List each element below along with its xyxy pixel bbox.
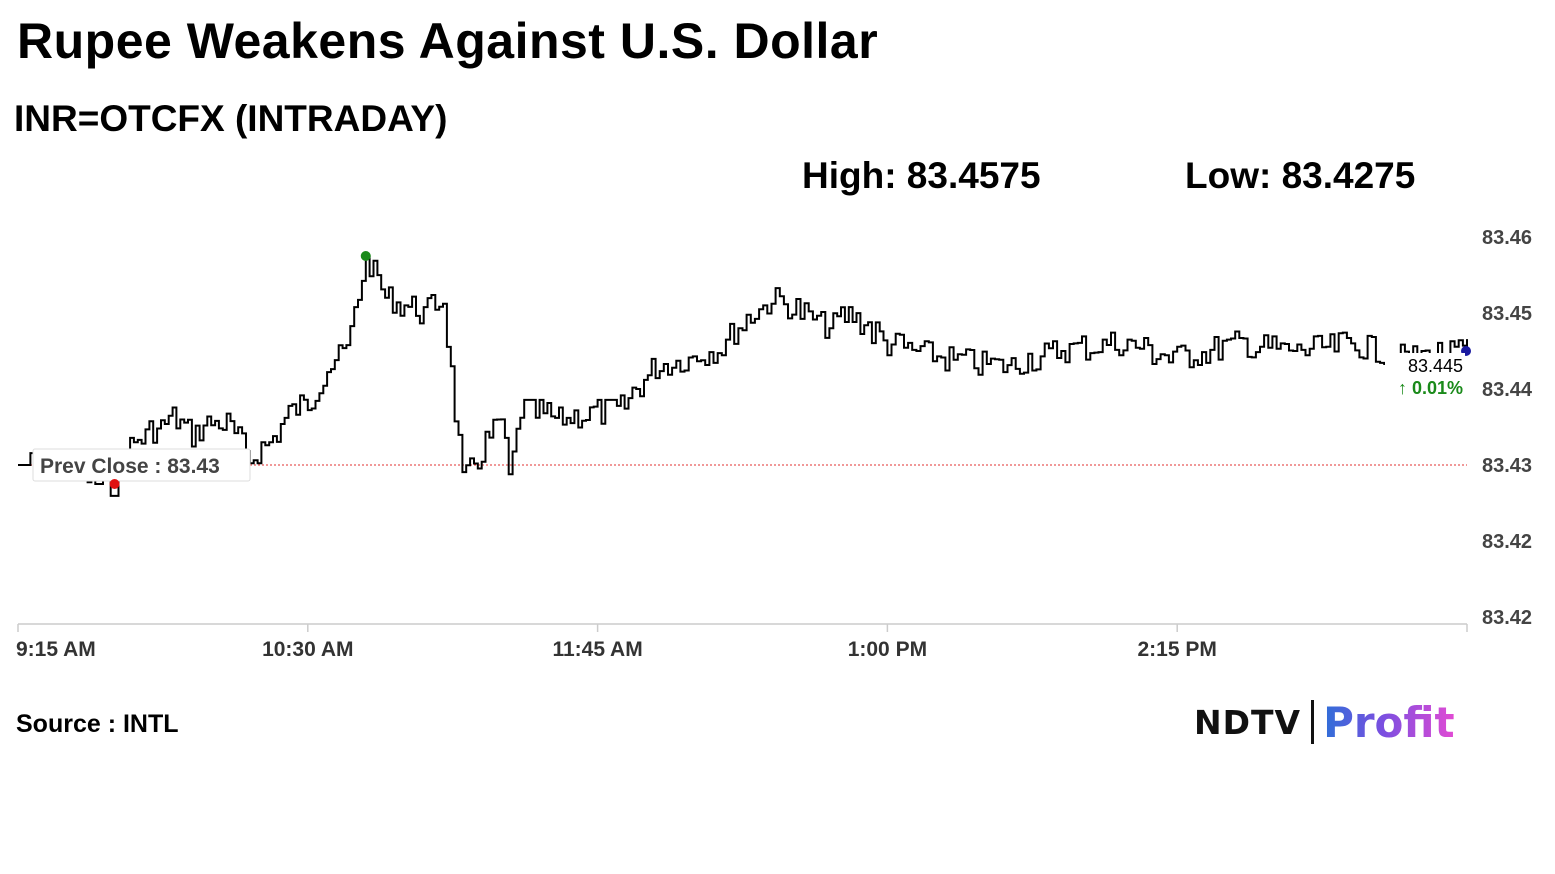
y-axis-ticks: 83.46 83.45 83.44 83.43 83.42 83.42	[1482, 227, 1533, 629]
logo-divider	[1311, 700, 1315, 744]
x-axis-ticks: 9:15 AM 10:30 AM 11:45 AM 1:00 PM 2:15 PM	[16, 624, 1468, 661]
chart-title: Rupee Weakens Against U.S. Dollar	[17, 13, 879, 69]
last-value-box: 83.445 ↑ 0.01%	[1385, 353, 1465, 399]
x-tick-label: 1:00 PM	[848, 638, 927, 661]
prev-close-label: Prev Close : 83.43	[40, 455, 220, 478]
high-marker	[360, 251, 371, 261]
last-value-bg	[1385, 353, 1465, 399]
logo-ndtv-text: NDTV	[1194, 702, 1302, 742]
y-tick-label: 83.42	[1482, 607, 1532, 629]
last-value-label: 83.445	[1408, 356, 1463, 376]
low-value: Low: 83.4275	[1185, 155, 1416, 196]
logo-profit-text: Profit	[1323, 697, 1455, 747]
y-tick-label: 83.43	[1482, 455, 1532, 477]
x-tick-label: 10:30 AM	[262, 638, 353, 661]
price-series-line	[18, 256, 1468, 497]
intraday-line-chart: 9:15 AM 10:30 AM 11:45 AM 1:00 PM 2:15 PM 83…	[16, 227, 1533, 661]
prev-close-box: Prev Close : 83.43	[32, 448, 251, 482]
x-tick-label: 2:15 PM	[1138, 638, 1217, 661]
prev-close-label-bg	[32, 448, 251, 482]
y-tick-label: 83.44	[1482, 379, 1533, 401]
y-tick-label: 83.45	[1482, 303, 1532, 325]
change-percent-label: ↑ 0.01%	[1398, 378, 1463, 398]
ndtv-profit-logo: NDTV Profit	[1194, 697, 1455, 747]
y-tick-label: 83.46	[1482, 227, 1532, 249]
y-tick-label: 83.42	[1482, 531, 1532, 553]
x-tick-label: 9:15 AM	[16, 638, 96, 661]
source-note: Source : INTL	[16, 710, 179, 738]
high-value: High: 83.4575	[802, 155, 1041, 196]
low-marker	[109, 479, 120, 489]
x-tick-label: 11:45 AM	[552, 638, 642, 661]
chart-subtitle: INR=OTCFX (INTRADAY)	[14, 98, 448, 139]
